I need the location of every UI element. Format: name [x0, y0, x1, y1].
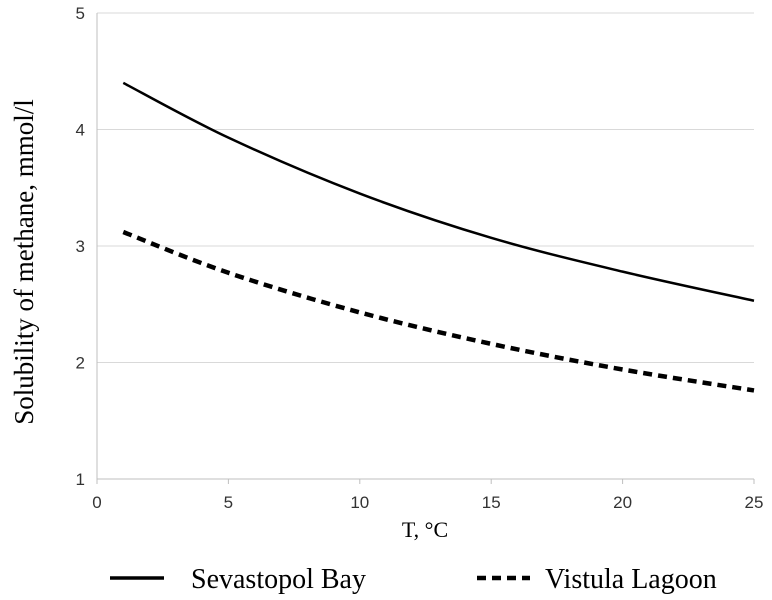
y-tick-label-2: 2	[76, 354, 85, 373]
x-tick-label-15: 15	[482, 493, 501, 512]
series-line-vistula-lagoon	[122, 229, 755, 393]
axes	[96, 13, 755, 484]
x-tick-label-25: 25	[745, 493, 764, 512]
series-line-sevastopol-bay	[122, 81, 755, 302]
series-lines	[122, 81, 755, 393]
y-tick-label-1: 1	[76, 470, 85, 489]
y-tick-label-3: 3	[76, 237, 85, 256]
x-tick-label-5: 5	[224, 493, 233, 512]
x-tick-label-10: 10	[350, 493, 369, 512]
legend: Sevastopol Bay Vistula Lagoon	[110, 564, 717, 595]
y-tick-label-5: 5	[76, 4, 85, 23]
legend-label-sevastopol-bay: Sevastopol Bay	[191, 564, 366, 595]
legend-label-vistula-lagoon: Vistula Lagoon	[545, 564, 717, 595]
y-axis-title: Solubility of methane, mmol/l	[9, 99, 39, 424]
y-tick-label-4: 4	[76, 121, 85, 140]
gridlines	[97, 12, 754, 363]
tick-labels: 1 2 3 4 5 0 5 10 15 20 25	[76, 4, 764, 512]
x-tick-label-0: 0	[92, 493, 101, 512]
x-tick-label-20: 20	[613, 493, 632, 512]
x-axis-title: T, °C	[402, 517, 448, 542]
